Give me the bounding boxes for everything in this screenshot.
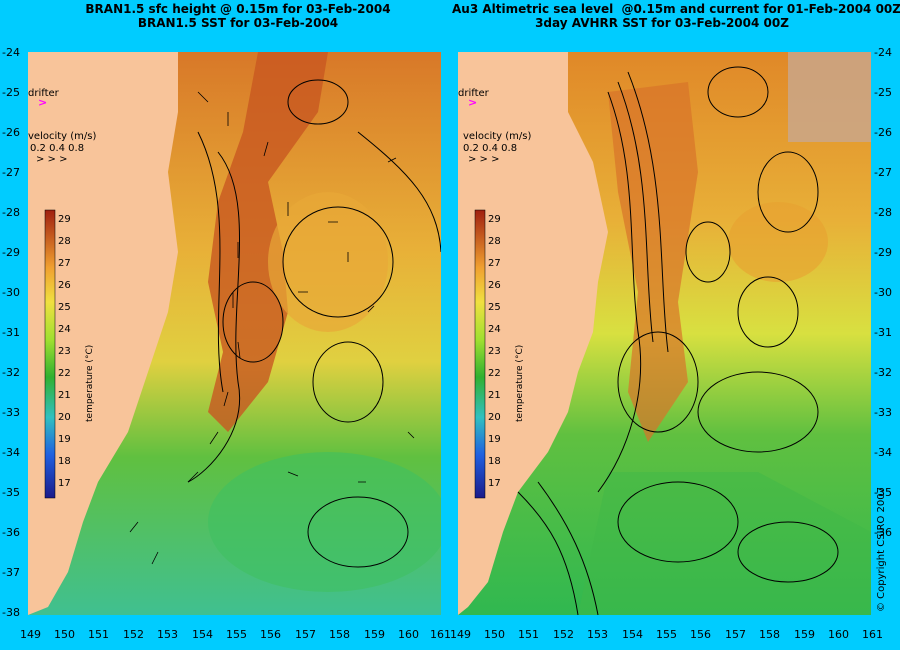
svg-text:18: 18 — [488, 456, 501, 467]
svg-text:25: 25 — [58, 302, 71, 313]
svg-text:20: 20 — [488, 412, 501, 423]
temperature-colorbar — [474, 209, 486, 499]
svg-text:21: 21 — [488, 390, 501, 401]
svg-text:27: 27 — [58, 258, 71, 269]
svg-text:19: 19 — [58, 434, 71, 445]
svg-text:26: 26 — [58, 280, 71, 291]
drifter-label: drifter — [28, 88, 60, 99]
copyright-notice: © Copyright CSIRO 2007 — [876, 487, 887, 612]
svg-text:23: 23 — [58, 346, 71, 357]
drifter-marker-icon: > — [38, 96, 47, 109]
left-map-panel: drifter > velocity (m/s) 0.2 0.4 0.8 > >… — [28, 52, 441, 615]
left-panel-title: BRAN1.5 sfc height @ 0.15m for 03-Feb-20… — [85, 2, 391, 30]
temperature-colorbar — [44, 209, 56, 499]
drifter-label: drifter — [458, 88, 490, 99]
right-map-panel: drifter > velocity (m/s) 0.2 0.4 0.8 > >… — [458, 52, 871, 615]
svg-text:27: 27 — [488, 258, 501, 269]
velocity-arrows — [129, 91, 415, 565]
svg-text:17: 17 — [488, 478, 501, 489]
velocity-arrow-icon: > > > — [36, 154, 68, 165]
svg-text:23: 23 — [488, 346, 501, 357]
svg-text:28: 28 — [488, 236, 501, 247]
land-mask — [458, 52, 608, 615]
svg-text:28: 28 — [58, 236, 71, 247]
velocity-values: 0.2 0.4 0.8 — [463, 143, 517, 154]
svg-text:18: 18 — [58, 456, 71, 467]
svg-text:20: 20 — [58, 412, 71, 423]
right-panel-title: Au3 Altimetric sea level @0.15m and curr… — [452, 2, 900, 30]
velocity-arrow-icon: > > > — [468, 154, 500, 165]
velocity-label: velocity (m/s) — [28, 131, 96, 142]
east-australian-current-core — [208, 52, 328, 432]
velocity-label: velocity (m/s) — [463, 131, 531, 142]
svg-text:29: 29 — [58, 214, 71, 225]
temperature-ticks: 29 28 27 26 25 24 23 22 21 20 19 18 17 — [488, 214, 501, 489]
land-mask — [28, 52, 178, 615]
svg-text:29: 29 — [488, 214, 501, 225]
svg-text:24: 24 — [58, 324, 71, 335]
svg-text:24: 24 — [488, 324, 501, 335]
svg-text:26: 26 — [488, 280, 501, 291]
temperature-ticks: 29 28 27 26 25 24 23 22 21 20 19 18 17 — [58, 214, 71, 489]
svg-text:22: 22 — [488, 368, 501, 379]
temperature-title: temperature (°C) — [515, 345, 525, 422]
drifter-marker-icon: > — [468, 96, 477, 109]
svg-text:22: 22 — [58, 368, 71, 379]
velocity-values: 0.2 0.4 0.8 — [30, 143, 84, 154]
temperature-title: temperature (°C) — [85, 345, 95, 422]
svg-text:19: 19 — [488, 434, 501, 445]
svg-text:25: 25 — [488, 302, 501, 313]
svg-text:21: 21 — [58, 390, 71, 401]
svg-text:17: 17 — [58, 478, 71, 489]
